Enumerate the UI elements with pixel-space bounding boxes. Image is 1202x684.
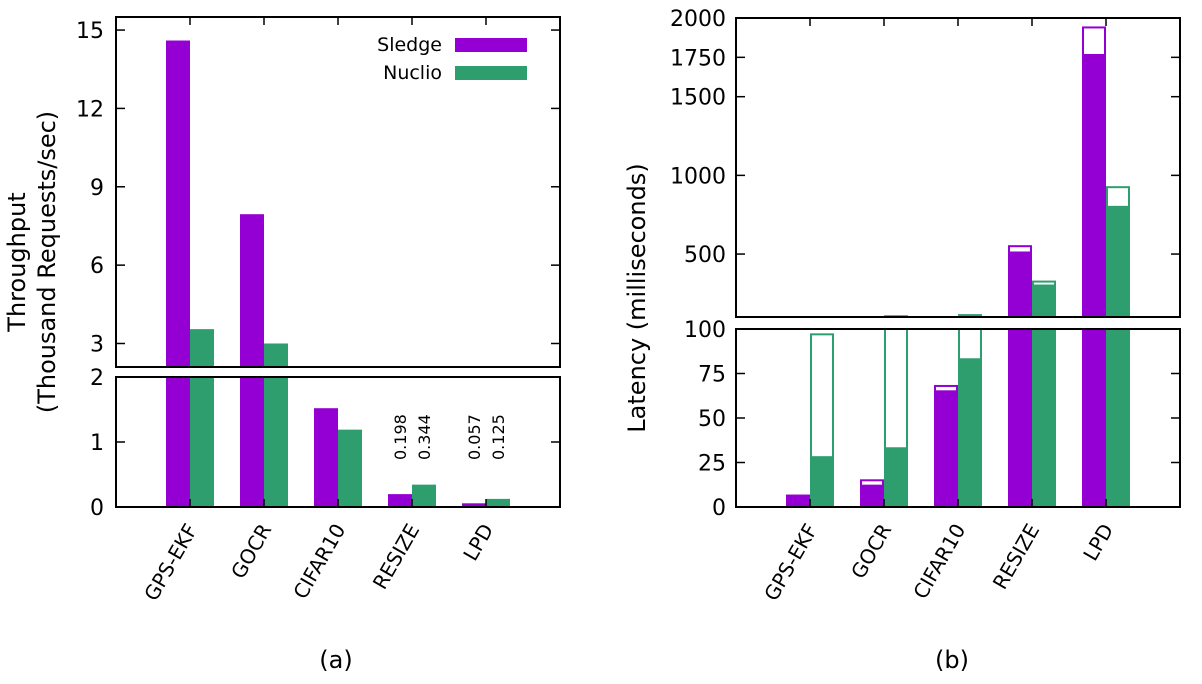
- y-axis-label: Throughput: [3, 192, 31, 332]
- bar-b-nuclio-resize-upper: [1032, 285, 1056, 317]
- y-tick-label: 1500: [670, 86, 726, 111]
- y-tick-label: 6: [90, 254, 104, 279]
- y-axis-label: Latency (milliseconds): [623, 163, 651, 432]
- bar-b-nuclio-gocr: [884, 448, 908, 507]
- bar-a-nuclio-gps-ekf-lower: [190, 377, 214, 507]
- y-tick-label: 9: [90, 176, 104, 201]
- y-tick-label: 100: [684, 318, 726, 343]
- x-category-label: LPD: [1078, 520, 1118, 565]
- bar-b-sledge-gps-ekf: [786, 494, 810, 507]
- bar-b-sledge-gocr: [860, 485, 884, 507]
- bar-a-nuclio-gocr-lower: [264, 377, 288, 507]
- bar-b-nuclio-gps-ekf-extension: [810, 333, 834, 459]
- bar-b-sledge-lpd-lower: [1082, 329, 1106, 507]
- bar-a-sledge-gocr-upper: [240, 214, 264, 367]
- x-category-label: CIFAR10: [908, 520, 970, 604]
- y-tick-label: 50: [698, 407, 726, 432]
- x-category-label: RESIZE: [988, 520, 1045, 594]
- bar-a-nuclio-resize-lower: [412, 484, 436, 507]
- y-tick-label: 3: [90, 332, 104, 357]
- y-tick-label: 2000: [670, 7, 726, 32]
- data-label: 0.344: [415, 414, 434, 460]
- bar-b-nuclio-cifar10-extension-lower: [958, 328, 982, 361]
- bar-b-nuclio-lpd-lower: [1106, 329, 1130, 507]
- y-tick-label: 0: [712, 496, 726, 521]
- y-tick-label: 2: [90, 366, 104, 391]
- bar-b-nuclio-resize-extension: [1032, 280, 1056, 287]
- legend-label-nuclio: Nuclio: [383, 62, 442, 84]
- y-tick-label: 1: [90, 431, 104, 456]
- bar-b-nuclio-lpd-extension: [1106, 186, 1130, 208]
- data-label: 0.057: [465, 414, 484, 460]
- figure-caption-b: (b): [935, 646, 969, 674]
- bar-b-sledge-resize-extension: [1008, 245, 1032, 254]
- bar-b-nuclio-gps-ekf: [810, 457, 834, 507]
- y-tick-label: 12: [76, 97, 104, 122]
- bar-b-nuclio-cifar10: [958, 359, 982, 507]
- legend-swatch-sledge: [455, 38, 527, 52]
- y-tick-label: 1750: [670, 46, 726, 71]
- bar-b-sledge-lpd-extension: [1082, 26, 1106, 56]
- data-label: 0.125: [489, 414, 508, 460]
- data-label: 0.198: [391, 414, 410, 460]
- bar-a-nuclio-gps-ekf-upper: [190, 329, 214, 367]
- figure-caption-a: (a): [319, 646, 352, 674]
- bar-a-sledge-lpd-lower: [462, 503, 486, 507]
- bar-a-nuclio-lpd-lower: [486, 498, 510, 507]
- bar-b-sledge-cifar10-extension: [934, 384, 958, 393]
- y-tick-label: 25: [698, 452, 726, 477]
- bar-a-sledge-gps-ekf-lower: [166, 377, 190, 507]
- bar-a-nuclio-gocr-upper: [264, 343, 288, 367]
- x-category-label: GPS-EKF: [139, 520, 202, 605]
- y-axis-label: (Thousand Requests/sec): [33, 111, 61, 413]
- bar-a-sledge-resize-lower: [388, 494, 412, 507]
- bar-a-nuclio-cifar10-lower: [338, 429, 362, 507]
- bar-b-sledge-resize-lower: [1008, 329, 1032, 507]
- legend-label-sledge: Sledge: [377, 34, 442, 56]
- x-category-label: GOCR: [846, 519, 896, 582]
- bar-b-sledge-resize-upper: [1008, 252, 1032, 317]
- y-tick-label: 1000: [670, 164, 726, 189]
- bar-a-sledge-gocr-lower: [240, 377, 264, 507]
- bar-b-nuclio-lpd-upper: [1106, 206, 1130, 317]
- x-category-label: RESIZE: [368, 520, 425, 594]
- bar-a-sledge-gps-ekf-upper: [166, 40, 190, 368]
- x-category-label: GPS-EKF: [759, 520, 822, 605]
- x-category-label: LPD: [458, 520, 498, 565]
- chart-b-latency: 500 1000 1500 1750 2000 0 25 50 75 100 GPS-EKF GOCR…: [623, 7, 1181, 674]
- legend-swatch-nuclio: [455, 66, 527, 80]
- bar-b-sledge-lpd-upper: [1082, 54, 1106, 318]
- bar-b-sledge-gocr-extension: [860, 479, 884, 487]
- bar-a-sledge-cifar10-lower: [314, 408, 338, 507]
- x-category-label: CIFAR10: [288, 520, 350, 604]
- bar-b-nuclio-resize-lower: [1032, 329, 1056, 507]
- bar-b-nuclio-gocr-extension-lower: [884, 328, 908, 450]
- y-tick-label: 15: [76, 19, 104, 44]
- y-tick-label: 0: [90, 496, 104, 521]
- y-tick-label: 75: [698, 363, 726, 388]
- x-category-label: GOCR: [226, 519, 276, 582]
- y-tick-label: 500: [684, 243, 726, 268]
- bar-b-sledge-cifar10: [934, 391, 958, 507]
